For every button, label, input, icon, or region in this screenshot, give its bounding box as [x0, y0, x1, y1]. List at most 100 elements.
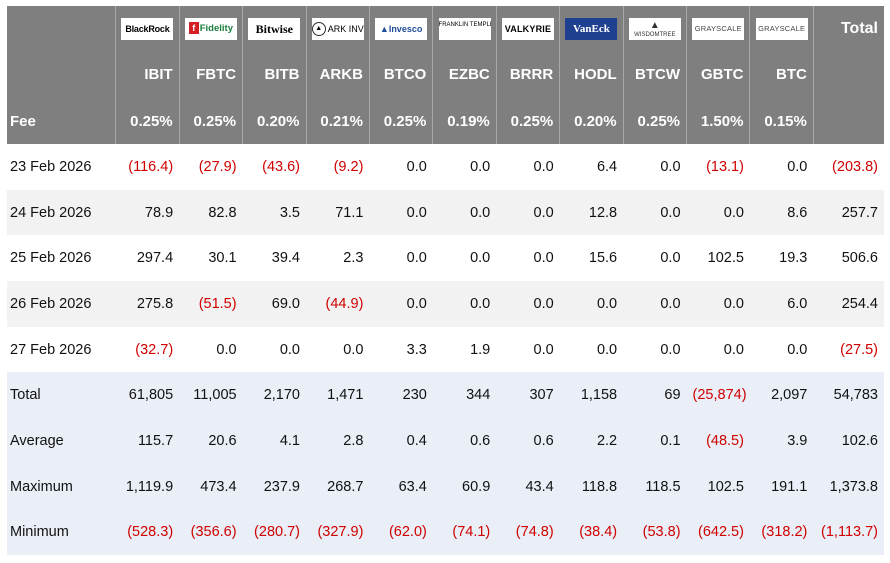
ticker-cell: FBTC [178, 51, 243, 98]
flow-value-cell: 0.0 [496, 326, 560, 373]
issuer-logo-cell: BlackRock [115, 6, 180, 51]
row-total-cell: (203.8) [813, 144, 884, 190]
row-label: Average [7, 418, 116, 464]
flow-value-cell: 0.4 [369, 418, 433, 464]
ticker-cell: BTCW [622, 51, 687, 98]
flow-value-cell: 230 [369, 372, 433, 419]
total-column-header: Total [812, 6, 884, 51]
flow-value-cell: 2,097 [749, 372, 814, 419]
flow-value-cell: 3.3 [369, 326, 433, 373]
flow-value-cell: (44.9) [306, 281, 370, 327]
fee-cell: 0.25% [622, 98, 687, 144]
ark-invest-logo-icon: ▲ARK INVEST [311, 17, 364, 40]
flow-value-cell: 30.1 [179, 235, 243, 282]
daily-flow-row: 25 Feb 2026 297.4 30.1 39.4 2.3 0.0 0.0 0.0 15.6… [7, 235, 884, 282]
flow-value-cell: 39.4 [242, 235, 306, 282]
flow-value-cell: 1,158 [559, 372, 624, 419]
flow-value-cell: (642.5) [686, 509, 750, 556]
valkyrie-logo-icon: VALKYRIE [501, 17, 554, 40]
flow-value-cell: 71.1 [306, 189, 370, 236]
row-total-cell: 254.4 [813, 281, 884, 327]
fee-cell: 0.21% [305, 98, 370, 144]
flow-value-cell: (48.5) [686, 418, 750, 464]
summary-stat-row: Maximum 1,119.9 473.4 237.9 268.7 63.4 60.9 43.… [7, 463, 884, 510]
flow-value-cell: 118.8 [559, 463, 624, 510]
flow-value-cell: 61,805 [115, 372, 180, 419]
flow-value-cell: 473.4 [179, 463, 243, 510]
flow-value-cell: 6.4 [559, 144, 624, 190]
flow-value-cell: 0.0 [559, 326, 624, 373]
flow-value-cell: 0.0 [496, 144, 560, 190]
flow-value-cell: 2,170 [242, 372, 306, 419]
row-label: 25 Feb 2026 [7, 235, 116, 282]
issuer-logo-cell: GRAYSCALE [686, 6, 750, 51]
flow-value-cell: 1,471 [306, 372, 370, 419]
flow-value-cell: (74.8) [496, 509, 560, 556]
flow-value-cell: 3.5 [242, 189, 306, 236]
flow-value-cell: 69 [623, 372, 687, 419]
flow-value-cell: 3.9 [749, 418, 814, 464]
flow-value-cell: 20.6 [179, 418, 243, 464]
row-total-cell: (27.5) [813, 326, 884, 373]
empty-cell [812, 98, 884, 144]
summary-stat-row: Minimum (528.3) (356.6) (280.7) (327.9) (62.0… [7, 509, 884, 556]
summary-stat-row: Total 61,805 11,005 2,170 1,471 230 344 307 1,15… [7, 372, 884, 419]
flow-value-cell: 0.0 [369, 144, 433, 190]
flow-value-cell: 0.0 [623, 189, 687, 236]
fee-cell: 1.50% [686, 98, 750, 144]
flow-value-cell: 0.6 [432, 418, 497, 464]
ticker-cell: IBIT [115, 51, 180, 98]
flow-value-cell: 82.8 [179, 189, 243, 236]
flow-value-cell: 0.0 [496, 189, 560, 236]
issuer-logo-cell: VALKYRIE [495, 6, 560, 51]
grayscale-logo-icon: GRAYSCALE [755, 17, 808, 40]
flow-value-cell: 0.0 [686, 326, 750, 373]
flow-value-cell: 0.0 [623, 326, 687, 373]
flow-value-cell: 297.4 [115, 235, 180, 282]
fee-cell: 0.25% [115, 98, 180, 144]
flow-value-cell: 0.0 [369, 235, 433, 282]
flow-value-cell: 1,119.9 [115, 463, 180, 510]
flow-value-cell: (51.5) [179, 281, 243, 327]
fee-row: Fee 0.25% 0.25% 0.20% 0.21% 0.25% 0.19% … [7, 98, 884, 144]
invesco-logo-icon: ▲Invesco [375, 17, 428, 40]
ticker-cell: HODL [559, 51, 624, 98]
flow-value-cell: 4.1 [242, 418, 306, 464]
fee-cell: 0.20% [242, 98, 306, 144]
flow-value-cell: 275.8 [115, 281, 180, 327]
flow-value-cell: 0.0 [179, 326, 243, 373]
fee-cell: 0.25% [495, 98, 560, 144]
row-total-cell: 1,373.8 [813, 463, 884, 510]
flow-value-cell: (13.1) [686, 144, 750, 190]
flow-value-cell: 0.0 [623, 144, 687, 190]
flow-value-cell: 0.0 [496, 281, 560, 327]
flow-value-cell: 1.9 [432, 326, 497, 373]
daily-flow-row: 26 Feb 2026 275.8 (51.5) 69.0 (44.9) 0.0 0.0 0.… [7, 281, 884, 327]
flow-value-cell: 0.0 [623, 281, 687, 327]
blackrock-logo-icon: BlackRock [121, 17, 174, 40]
flow-value-cell: 0.0 [749, 144, 814, 190]
issuer-logo-cell: Bitwise [242, 6, 306, 51]
flow-value-cell: (32.7) [115, 326, 180, 373]
flow-value-cell: 0.1 [623, 418, 687, 464]
flow-value-cell: 69.0 [242, 281, 306, 327]
row-total-cell: 506.6 [813, 235, 884, 282]
flow-value-cell: 11,005 [179, 372, 243, 419]
flow-value-cell: 2.2 [559, 418, 624, 464]
flow-value-cell: 268.7 [306, 463, 370, 510]
flow-value-cell: 0.0 [749, 326, 814, 373]
flow-value-cell: 0.0 [496, 235, 560, 282]
flow-value-cell: 237.9 [242, 463, 306, 510]
row-label: Maximum [7, 463, 116, 510]
row-label: 27 Feb 2026 [7, 326, 116, 373]
flow-value-cell: 0.0 [432, 281, 497, 327]
flow-value-cell: (27.9) [179, 144, 243, 190]
row-total-cell: 257.7 [813, 189, 884, 236]
flow-value-cell: 102.5 [686, 463, 750, 510]
flow-value-cell: 63.4 [369, 463, 433, 510]
fee-cell: 0.25% [178, 98, 243, 144]
row-label: 23 Feb 2026 [7, 144, 116, 190]
vaneck-logo-icon: VanEck [565, 17, 618, 40]
row-label: 26 Feb 2026 [7, 281, 116, 327]
